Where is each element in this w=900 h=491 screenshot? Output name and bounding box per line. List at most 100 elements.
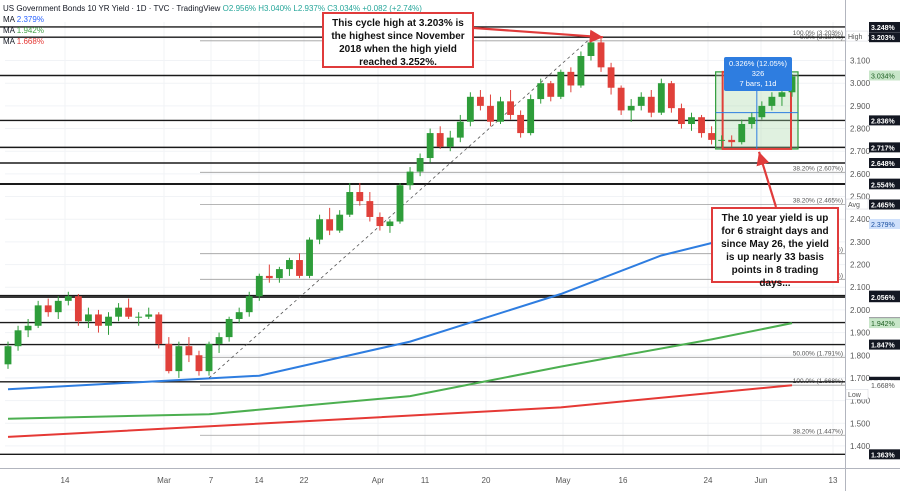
candle-body [517, 114, 525, 134]
candle-body [155, 314, 163, 344]
y-tick-label: 2.000 [850, 306, 871, 315]
candle-body [436, 133, 444, 147]
price-tag-bg [869, 70, 900, 81]
price-tag-label: 3.248% [871, 25, 896, 32]
price-tag-label: 2.648% [871, 161, 896, 168]
price-tag-bg [845, 198, 869, 210]
candle-body [698, 117, 705, 134]
x-tick-label: 20 [482, 476, 491, 485]
candle-body [14, 330, 22, 347]
price-tag-label: 2.836% [871, 118, 896, 125]
callout-arrow-top [473, 26, 604, 43]
candle-body [255, 275, 263, 297]
ma2-label[interactable]: MA [3, 26, 15, 35]
candle-body [386, 221, 394, 227]
candle-body [647, 96, 655, 113]
price-tag-label: 2.717% [871, 145, 896, 152]
price-tag-label: Avg [848, 202, 860, 209]
price-tag-bg [869, 318, 900, 329]
candle-body [95, 314, 102, 326]
x-tick-label: 13 [829, 476, 838, 485]
price-tag-bg [869, 115, 900, 126]
price-tag-label: 1.363% [871, 452, 896, 459]
candle-body [597, 42, 605, 68]
candle-body [637, 96, 645, 106]
y-tick-label: 3.000 [850, 79, 871, 88]
measure-line-1: 0.326% (12.05%) 326 [729, 59, 787, 78]
candle-body [537, 83, 545, 100]
candle-body [34, 305, 42, 326]
candle-body [587, 42, 595, 57]
moving-average-line [7, 384, 793, 438]
x-tick-label: 7 [209, 476, 214, 485]
measure-line-2: 7 bars, 11d [739, 79, 777, 88]
price-tag-label: 1.668% [871, 383, 895, 390]
y-tick-label: 2.500 [850, 193, 871, 202]
candle-body [64, 296, 72, 301]
candle-body [135, 316, 143, 318]
candle-body [778, 92, 786, 97]
candle-body [527, 99, 535, 134]
fib-level-label: 38.20% (2.607%) [793, 165, 843, 172]
candle-body [748, 117, 756, 125]
y-tick-label: 1.600 [850, 397, 871, 406]
candle-body [346, 192, 354, 215]
candle-body [567, 71, 575, 86]
candle-body [758, 105, 766, 118]
candle-body [396, 185, 404, 222]
candle-body [487, 105, 494, 122]
candle-body [456, 121, 464, 138]
x-tick-label: 14 [255, 476, 264, 485]
x-tick-label: 16 [619, 476, 628, 485]
price-tag-bg [869, 199, 900, 210]
x-tick-label: Mar [157, 476, 171, 485]
ma1-value: 2.379% [16, 15, 44, 24]
price-tag-bg [869, 380, 900, 391]
y-tick-label: 2.100 [850, 283, 871, 292]
candle-body [607, 67, 615, 88]
candle-body [195, 355, 203, 372]
candle-body [667, 83, 675, 109]
candle-body [476, 96, 484, 106]
candle-body [44, 305, 52, 313]
candle-body [306, 239, 313, 276]
candle-body [406, 171, 414, 186]
price-tag-label: Low [848, 392, 862, 399]
x-tick-label: Apr [372, 476, 385, 485]
candle-body [265, 275, 273, 279]
price-tag-bg [869, 339, 900, 350]
candle-body [215, 337, 223, 344]
y-tick-label: 2.800 [850, 125, 871, 134]
fib-level-label: 38.20% (2.465%) [793, 197, 843, 204]
ma3-label[interactable]: MA [3, 37, 15, 46]
trendline [208, 37, 592, 379]
y-tick-label: 3.100 [850, 57, 871, 66]
x-tick-label: 14 [61, 476, 70, 485]
symbol-title[interactable]: US Government Bonds 10 YR Yield · 1D · T… [3, 4, 221, 13]
y-tick-label: 2.700 [850, 147, 871, 156]
price-tag-bg [869, 21, 900, 32]
y-tick-label: 2.200 [850, 261, 871, 270]
price-tag-bg [869, 158, 900, 169]
candle-body [557, 71, 565, 97]
candle-body [24, 325, 32, 331]
candle-body [185, 346, 193, 356]
ma1-label[interactable]: MA [3, 15, 15, 24]
candle-body [688, 117, 695, 125]
candle-body [336, 214, 344, 231]
fib-level-label: 100.0% (3.203%) [793, 30, 843, 37]
candle-body [728, 139, 736, 143]
fib-level-label: 50.00% (1.791%) [793, 350, 843, 357]
price-tag-label: 1.847% [871, 343, 896, 350]
candle-body [245, 296, 253, 313]
candle-body [235, 312, 243, 319]
price-tag-label: 1.942% [871, 321, 895, 328]
price-tag-label: High [848, 34, 863, 41]
y-tick-label: 1.400 [850, 442, 871, 451]
chart-legend: US Government Bonds 10 YR Yield · 1D · T… [3, 3, 422, 47]
x-tick-label: 11 [421, 476, 430, 485]
ma3-value: 1.668% [16, 37, 44, 46]
candle-body [165, 343, 173, 372]
ohlc-readout: O2.956% H3.040% L2.937% C3.034% +0.082 (… [222, 4, 422, 13]
x-tick-label: 22 [300, 476, 309, 485]
